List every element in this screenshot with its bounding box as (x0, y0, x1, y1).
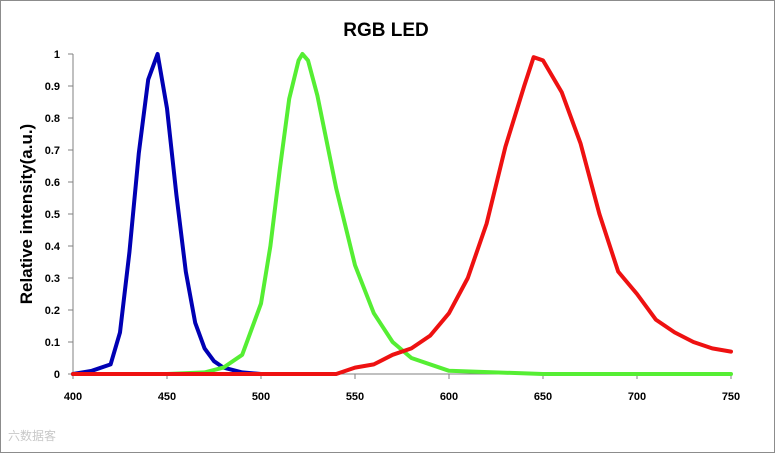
y-tick-label: 0.4 (45, 241, 61, 253)
x-tick-label: 450 (158, 391, 176, 403)
x-tick-label: 550 (346, 391, 364, 403)
x-tick-label: 600 (440, 391, 458, 403)
y-tick-label: 0 (54, 369, 60, 381)
y-tick-label: 0.9 (45, 81, 60, 93)
series-line-1 (165, 52, 733, 376)
watermark: 六数据客 (8, 429, 57, 443)
y-tick-label: 0.2 (45, 305, 60, 317)
y-axis-label: Relative intensity(a.u.) (17, 124, 36, 304)
x-tick-label: 400 (64, 391, 82, 403)
y-tick-label: 0.7 (45, 145, 60, 157)
chart-title: RGB LED (343, 20, 429, 41)
y-tick-label: 0.6 (45, 177, 60, 189)
x-tick-label: 700 (628, 391, 646, 403)
y-tick-label: 0.1 (45, 337, 60, 349)
y-tick-label: 0.3 (45, 273, 60, 285)
axes: 0 0.1 0.2 0.3 0.4 0.5 0.6 0.7 0.8 0.9 1 400 450 500 55… (45, 49, 740, 403)
x-tick-label: 750 (722, 391, 740, 403)
y-tick-label: 0.5 (45, 209, 60, 221)
plot-area (71, 52, 733, 376)
series-line-0 (71, 52, 263, 376)
y-tick-label: 0.8 (45, 113, 60, 125)
x-tick-label: 650 (534, 391, 552, 403)
x-tick-label: 500 (252, 391, 270, 403)
y-tick-label: 1 (54, 49, 60, 61)
series-line-2 (71, 55, 733, 376)
